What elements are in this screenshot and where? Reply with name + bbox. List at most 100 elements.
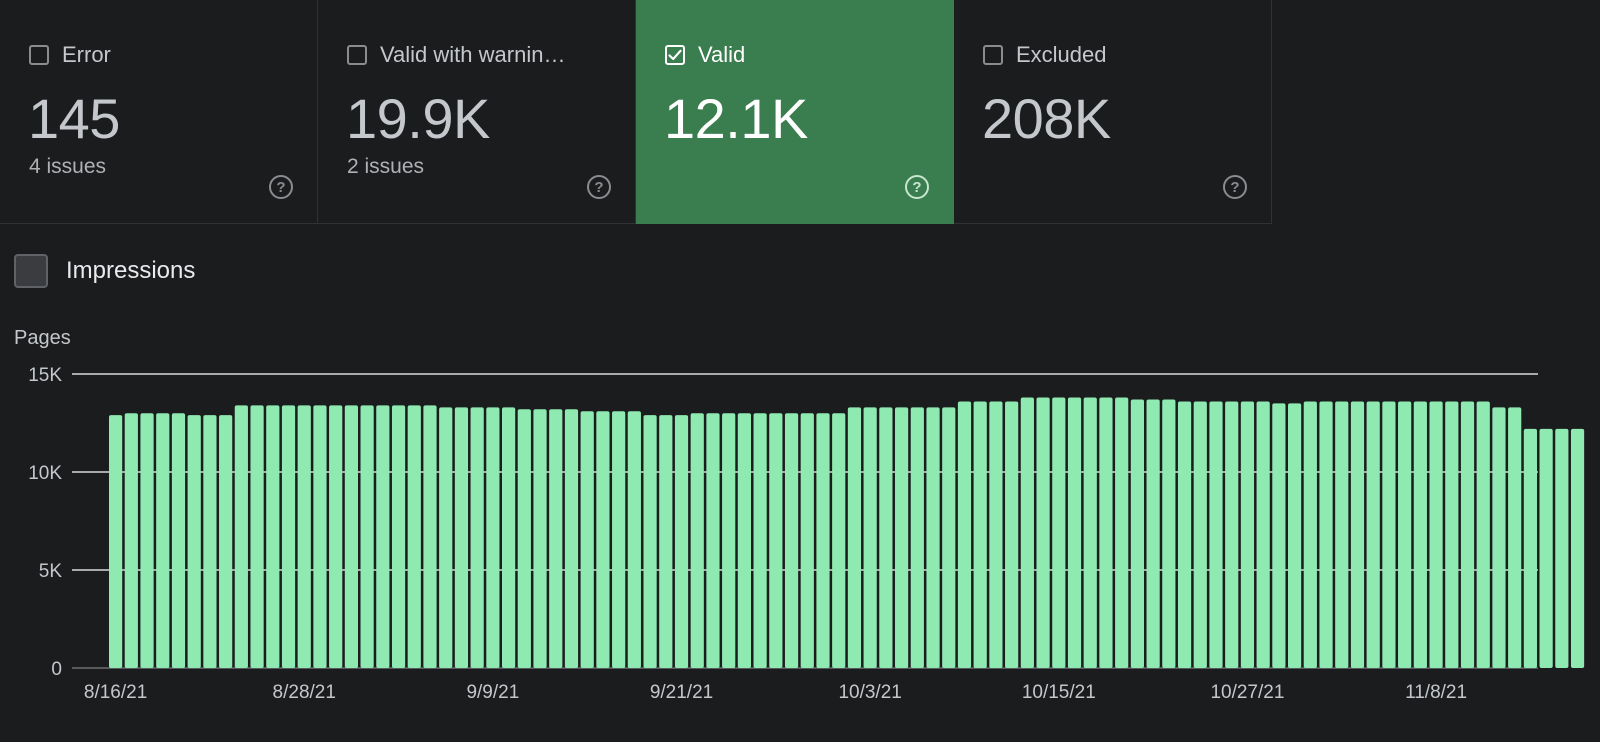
bar[interactable]: [895, 407, 909, 668]
impressions-checkbox[interactable]: [14, 254, 48, 288]
bar[interactable]: [1162, 399, 1176, 668]
bar[interactable]: [313, 405, 327, 668]
error-card[interactable]: Error 145 4 issues ?: [0, 0, 318, 224]
bar[interactable]: [784, 413, 799, 668]
bar[interactable]: [1052, 397, 1066, 668]
bar[interactable]: [344, 405, 358, 668]
bar[interactable]: [1115, 397, 1129, 668]
bar[interactable]: [234, 405, 248, 668]
bar[interactable]: [863, 407, 877, 668]
bar[interactable]: [1020, 397, 1034, 668]
bar[interactable]: [1555, 428, 1569, 668]
bar[interactable]: [722, 413, 736, 668]
bar[interactable]: [659, 415, 673, 668]
bar[interactable]: [737, 413, 751, 668]
bar[interactable]: [1288, 403, 1302, 668]
bar[interactable]: [753, 413, 767, 668]
bar[interactable]: [1083, 397, 1097, 668]
help-icon[interactable]: ?: [905, 175, 929, 199]
bar[interactable]: [690, 413, 704, 668]
bar[interactable]: [124, 413, 138, 668]
bar[interactable]: [533, 409, 547, 668]
bar[interactable]: [1067, 397, 1082, 668]
bar[interactable]: [910, 407, 924, 668]
bar[interactable]: [250, 405, 264, 668]
valid-with-warnings-card[interactable]: Valid with warnin… 19.9K 2 issues ?: [318, 0, 636, 224]
bar[interactable]: [1382, 401, 1396, 668]
bar[interactable]: [423, 405, 437, 668]
bar[interactable]: [1398, 401, 1412, 668]
bar[interactable]: [627, 411, 641, 668]
bar[interactable]: [800, 413, 814, 668]
bar[interactable]: [156, 413, 170, 668]
bar[interactable]: [596, 411, 610, 668]
bar[interactable]: [109, 415, 123, 668]
bar[interactable]: [407, 405, 421, 668]
bar[interactable]: [297, 405, 311, 668]
bar[interactable]: [1492, 407, 1506, 668]
bar[interactable]: [439, 407, 453, 668]
help-icon[interactable]: ?: [1223, 175, 1247, 199]
bar[interactable]: [486, 407, 500, 668]
bar[interactable]: [816, 413, 830, 668]
bar[interactable]: [1005, 401, 1019, 668]
bar[interactable]: [957, 401, 972, 668]
excluded-checkbox[interactable]: [983, 45, 1003, 65]
bar[interactable]: [1335, 401, 1349, 668]
bar[interactable]: [973, 401, 987, 668]
bar[interactable]: [832, 413, 846, 668]
bar[interactable]: [1256, 401, 1270, 668]
bar[interactable]: [1350, 401, 1365, 668]
help-icon[interactable]: ?: [587, 175, 611, 199]
valid-card[interactable]: Valid 12.1K ?: [636, 0, 954, 224]
bar[interactable]: [266, 405, 280, 668]
bar[interactable]: [1240, 401, 1255, 668]
bar[interactable]: [376, 405, 390, 668]
bar[interactable]: [1476, 401, 1490, 668]
bar[interactable]: [1146, 399, 1160, 668]
bar[interactable]: [454, 407, 469, 668]
bar[interactable]: [942, 407, 956, 668]
bar[interactable]: [1460, 401, 1475, 668]
bar[interactable]: [219, 415, 233, 668]
bar[interactable]: [1413, 401, 1427, 668]
bar[interactable]: [1130, 399, 1144, 668]
bar[interactable]: [549, 409, 563, 668]
bar[interactable]: [1099, 397, 1113, 668]
bar[interactable]: [470, 407, 484, 668]
bar[interactable]: [1319, 401, 1333, 668]
bar[interactable]: [517, 409, 531, 668]
help-icon[interactable]: ?: [269, 175, 293, 199]
bar[interactable]: [1225, 401, 1239, 668]
bar[interactable]: [706, 413, 720, 668]
valid-with-warnings-checkbox[interactable]: [347, 45, 367, 65]
bar[interactable]: [847, 407, 862, 668]
valid-checkbox[interactable]: [665, 45, 685, 65]
bar[interactable]: [1272, 403, 1286, 668]
bar[interactable]: [1539, 428, 1553, 668]
bar[interactable]: [329, 405, 343, 668]
bar[interactable]: [281, 405, 296, 668]
excluded-card[interactable]: Excluded 208K ?: [954, 0, 1272, 224]
bar[interactable]: [643, 415, 657, 668]
bar[interactable]: [171, 413, 186, 668]
bar[interactable]: [1177, 401, 1192, 668]
impressions-toggle[interactable]: Impressions: [14, 254, 195, 288]
bar[interactable]: [1303, 401, 1317, 668]
bar[interactable]: [140, 413, 154, 668]
bar[interactable]: [1209, 401, 1223, 668]
bar[interactable]: [203, 415, 217, 668]
bar[interactable]: [926, 407, 940, 668]
bar[interactable]: [187, 415, 201, 668]
bar[interactable]: [769, 413, 783, 668]
bar[interactable]: [360, 405, 374, 668]
bar[interactable]: [1523, 428, 1537, 668]
bar[interactable]: [1508, 407, 1522, 668]
bar[interactable]: [612, 411, 626, 668]
bar[interactable]: [989, 401, 1003, 668]
bar[interactable]: [1193, 401, 1207, 668]
bar[interactable]: [1366, 401, 1380, 668]
bar[interactable]: [879, 407, 893, 668]
bar[interactable]: [674, 415, 689, 668]
bar[interactable]: [1429, 401, 1443, 668]
